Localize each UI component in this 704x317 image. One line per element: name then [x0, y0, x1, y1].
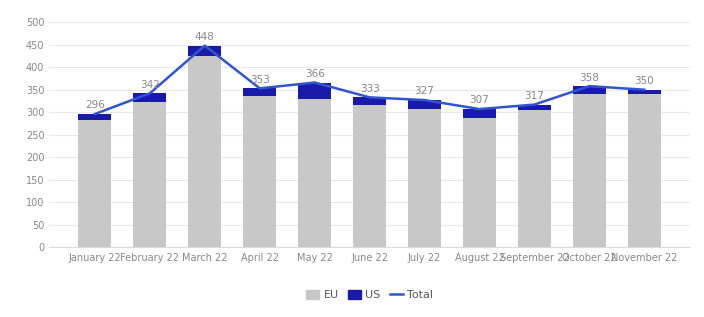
Text: 366: 366: [305, 69, 325, 79]
Total: [585, 84, 593, 88]
Bar: [133, 93, 166, 102]
Total: [365, 95, 374, 99]
Legend: EU, US, Total: EU, US, Total: [301, 285, 438, 305]
Bar: [463, 109, 496, 118]
Text: 327: 327: [415, 87, 434, 96]
Total: [420, 98, 429, 102]
Total: [475, 107, 484, 111]
Bar: [573, 86, 606, 94]
Total: [530, 103, 539, 107]
Bar: [298, 99, 331, 247]
Bar: [463, 118, 496, 247]
Text: 317: 317: [524, 91, 544, 101]
Bar: [298, 82, 331, 99]
Bar: [408, 109, 441, 247]
Bar: [628, 94, 661, 247]
Bar: [353, 106, 386, 247]
Bar: [353, 97, 386, 106]
Total: [256, 87, 264, 90]
Bar: [243, 96, 276, 247]
Bar: [628, 90, 661, 94]
Text: 358: 358: [579, 73, 599, 82]
Bar: [78, 120, 111, 247]
Total: [146, 91, 154, 95]
Bar: [188, 56, 221, 247]
Bar: [243, 88, 276, 96]
Total: [310, 81, 319, 84]
Total: [201, 44, 209, 48]
Line: Total: Total: [95, 46, 644, 114]
Bar: [133, 102, 166, 247]
Bar: [188, 46, 221, 56]
Bar: [573, 94, 606, 247]
Text: 307: 307: [470, 95, 489, 106]
Total: [91, 112, 99, 116]
Text: 448: 448: [195, 32, 215, 42]
Total: [640, 88, 648, 92]
Bar: [518, 105, 551, 110]
Bar: [518, 110, 551, 247]
Text: 350: 350: [634, 76, 654, 86]
Text: 342: 342: [140, 80, 160, 90]
Text: 333: 333: [360, 84, 379, 94]
Text: 296: 296: [85, 100, 105, 110]
Bar: [78, 114, 111, 120]
Bar: [408, 100, 441, 109]
Text: 353: 353: [250, 75, 270, 85]
